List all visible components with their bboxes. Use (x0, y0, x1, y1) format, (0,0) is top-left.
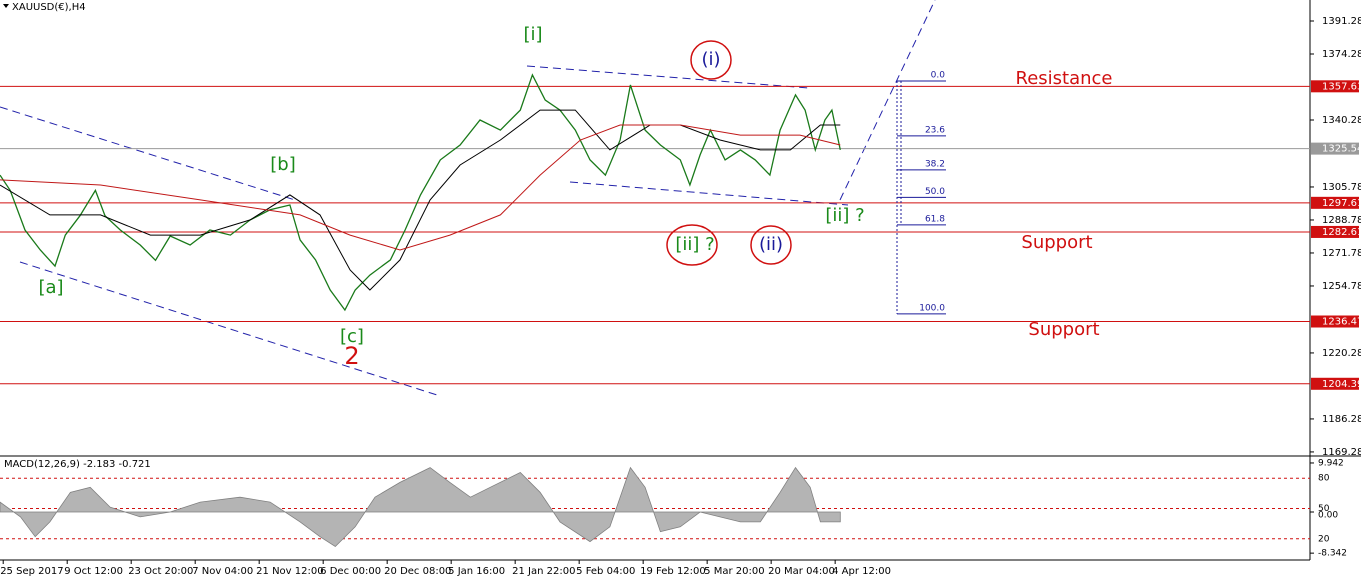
y-tick-label: -8.342 (1318, 549, 1347, 559)
zone-label: Support (1028, 319, 1099, 340)
fib-label: 50.0 (925, 187, 945, 197)
price-level-label: 1282.61 (1322, 227, 1361, 238)
x-tick-label: 5 Feb 04:00 (576, 566, 635, 577)
price-level-box (1311, 80, 1359, 93)
wave-label: [a] (38, 277, 63, 298)
y-tick-label: 1186.28 (1322, 414, 1361, 425)
circle-marker (750, 225, 792, 265)
price-level-box (1311, 142, 1359, 155)
y2-tick-label: 80 (1318, 474, 1330, 484)
wave-label: 2 (344, 342, 359, 370)
x-tick-label: 19 Feb 12:00 (640, 566, 706, 577)
y-tick-label: 0.00 (1318, 511, 1338, 521)
trendline (839, 0, 936, 201)
fib-label: 0.0 (931, 70, 946, 80)
y-tick-label: 9.942 (1318, 458, 1344, 468)
y2-tick-label: 20 (1318, 534, 1330, 544)
y-tick-label: 1340.28 (1322, 115, 1361, 126)
trendline (19, 261, 438, 396)
x-tick-label: 25 Sep 2017 (0, 566, 63, 577)
x-tick-label: 6 Dec 00:00 (320, 566, 381, 577)
price-level-label: 1204.39 (1322, 379, 1361, 390)
y-tick-label: 1220.28 (1322, 348, 1361, 359)
trendline (526, 65, 809, 89)
y-tick-label: 1391.28 (1322, 16, 1361, 27)
price-level-box (1311, 225, 1359, 238)
x-tick-label: 7 Nov 04:00 (192, 566, 253, 577)
y-tick-label: 1169.28 (1322, 447, 1361, 458)
wave-label: [i] (523, 24, 542, 45)
y-tick-label: 1305.78 (1322, 182, 1361, 193)
price-level-label: 1357.63 (1322, 81, 1361, 92)
y-tick-label: 1288.78 (1322, 215, 1361, 226)
x-tick-label: 21 Nov 12:00 (256, 566, 323, 577)
fib-label: 23.6 (925, 125, 945, 135)
zone-label: Resistance (1016, 68, 1113, 89)
macd-area (0, 466, 841, 548)
fib-label: 100.0 (919, 303, 945, 313)
price-level-box (1311, 377, 1359, 390)
y-tick-label: 1254.78 (1322, 281, 1361, 292)
price-line (0, 73, 841, 312)
price-line (0, 124, 841, 251)
wave-label: (i) (701, 49, 720, 70)
price-level-label: 1236.47 (1322, 317, 1361, 328)
x-tick-label: 5 Jan 16:00 (448, 566, 505, 577)
price-line (0, 109, 841, 291)
price-level-box (1311, 315, 1359, 328)
x-tick-label: 23 Oct 20:00 (128, 566, 193, 577)
price-level-label: 1297.61 (1322, 198, 1361, 209)
zone-label: Support (1021, 232, 1092, 253)
wave-label: (ii) (759, 234, 783, 255)
symbol-header: XAUUSD(€),H4 (12, 2, 86, 13)
x-tick-label: 5 Mar 20:00 (704, 566, 764, 577)
fib-label: 61.8 (925, 214, 945, 224)
circle-marker (690, 40, 732, 80)
x-tick-label: 21 Jan 22:00 (512, 566, 575, 577)
wave-label: [ii] ? (825, 205, 864, 226)
trendlines (0, 0, 936, 396)
fib-label: 38.2 (925, 159, 945, 169)
wave-label: [ii] ? (675, 234, 714, 255)
price-level-label: 1325.54 (1322, 144, 1361, 155)
wave-label: [b] (270, 154, 295, 175)
y2-tick-label: 50 (1318, 504, 1330, 514)
x-tick-label: 20 Mar 04:00 (768, 566, 835, 577)
indicator-title: MACD(12,26,9) -2.183 -0.721 (4, 459, 151, 470)
trendline (569, 181, 849, 206)
y-tick-label: 1374.28 (1322, 49, 1361, 60)
wave-label: [c] (340, 326, 364, 347)
x-tick-label: 20 Dec 08:00 (384, 566, 451, 577)
header-arrow (3, 4, 9, 8)
x-tick-label: 4 Apr 12:00 (832, 566, 891, 577)
circle-marker (666, 224, 718, 266)
price-level-box (1311, 196, 1359, 209)
x-tick-label: 9 Oct 12:00 (64, 566, 123, 577)
y-tick-label: 1271.78 (1322, 248, 1361, 259)
